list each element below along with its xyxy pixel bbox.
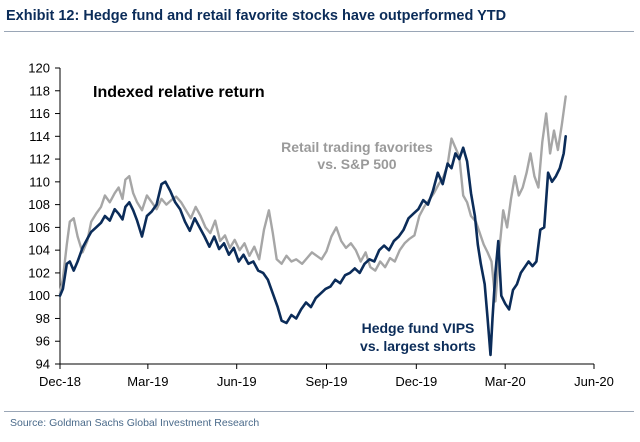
y-tick-label: 118 [29, 83, 50, 98]
y-tick-label: 106 [28, 220, 50, 235]
x-tick-label: Mar-19 [127, 374, 168, 389]
x-tick-label: Mar-20 [485, 374, 526, 389]
axis-frame [59, 68, 594, 365]
hedge-annotation-line-1: Hedge fund VIPS [362, 320, 475, 336]
source-divider [4, 411, 634, 412]
series-line-hedge [58, 135, 567, 357]
y-tick-label: 110 [29, 174, 50, 189]
series-layer [58, 95, 567, 357]
y-tick-label: 108 [28, 197, 50, 212]
y-axis-ticks: 94 96 98 100 102 104 106 108 110 112 114 116 118 120 [28, 61, 60, 372]
y-tick-label: 116 [29, 106, 50, 121]
hedge-annotation-line-2: vs. largest shorts [360, 338, 476, 354]
retail-annotation-line-2: vs. S&P 500 [317, 156, 396, 172]
y-tick-label: 98 [36, 311, 50, 326]
y-tick-label: 112 [29, 152, 50, 167]
line-chart: 949698100102104106108110112114116118120 … [28, 61, 614, 390]
x-axis-ticks: Dec-18 Mar-19 Jun-19 Sep-19 Dec-19 Mar-20 Jun-… [39, 364, 614, 389]
retail-annotation-line-1: Retail trading favorites [281, 139, 433, 155]
exhibit-title: Exhibit 12: Hedge fund and retail favori… [6, 8, 507, 24]
y-tick-label: 94 [36, 357, 50, 372]
y-tick-label: 114 [29, 129, 50, 144]
x-tick-label: Dec-18 [39, 374, 81, 389]
retail-annotation: Retail trading favorites vs. S&P 500 [281, 139, 433, 172]
x-tick-label: Dec-19 [395, 374, 437, 389]
x-tick-label: Jun-19 [217, 374, 257, 389]
y-tick-label: 100 [28, 288, 50, 303]
x-tick-label: Sep-19 [306, 374, 348, 389]
series-line-retail [58, 95, 567, 303]
chart-title: Indexed relative return [93, 84, 265, 101]
source-note: Source: Goldman Sachs Global Investment … [10, 417, 260, 429]
y-tick-label: 96 [36, 334, 50, 349]
x-tick-label: Jun-20 [574, 374, 614, 389]
y-tick-label: 120 [28, 61, 50, 76]
y-tick-label: 104 [28, 243, 50, 258]
hedge-annotation: Hedge fund VIPS vs. largest shorts [360, 320, 476, 354]
title-divider [4, 31, 634, 32]
y-tick-label: 102 [28, 265, 50, 280]
